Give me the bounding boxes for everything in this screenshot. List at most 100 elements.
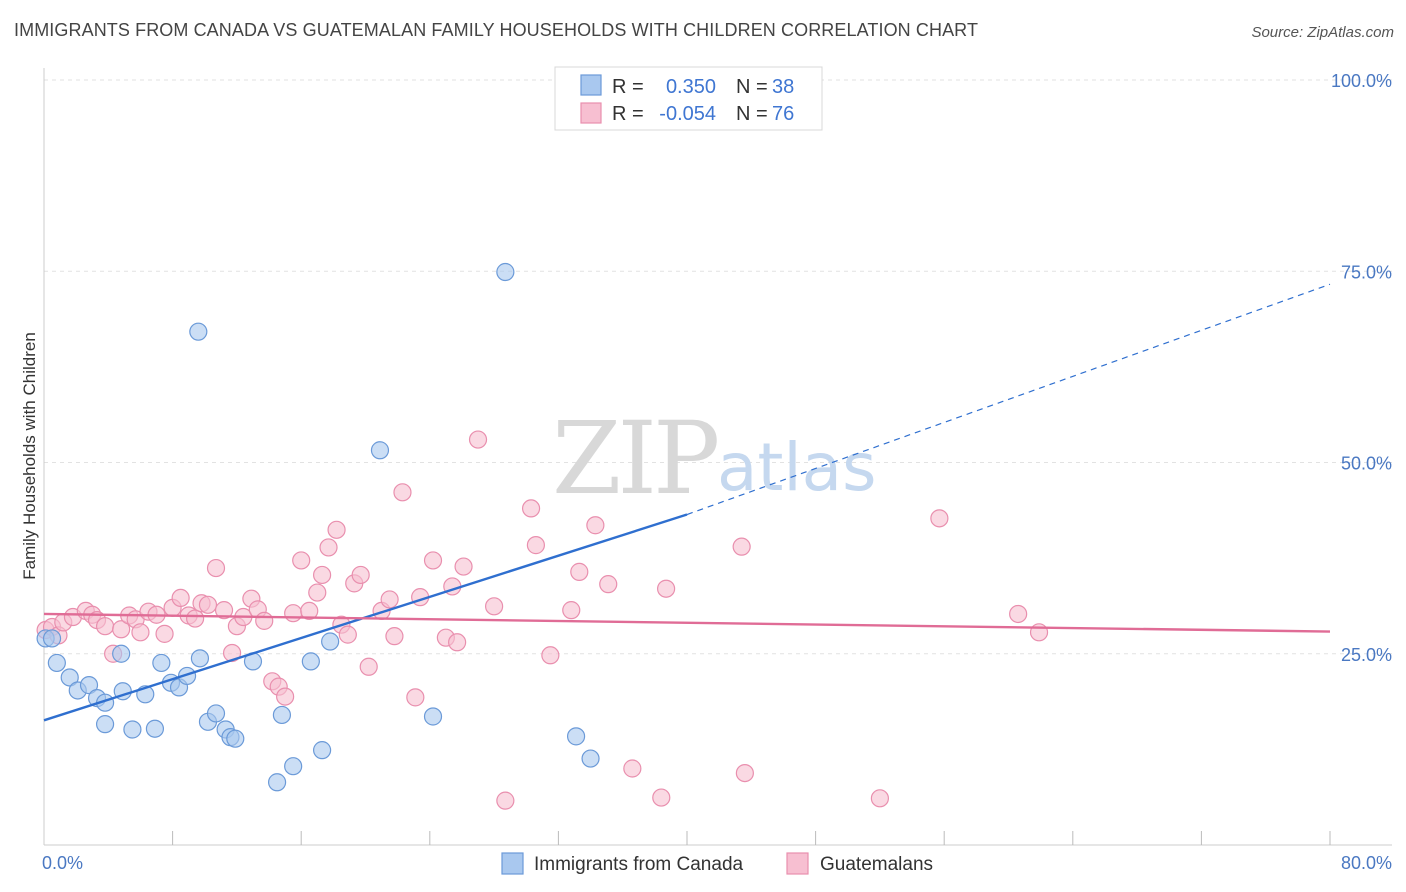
guatemalans-point <box>327 520 346 539</box>
canada-point <box>321 632 340 651</box>
y-tick-label: 75.0% <box>1341 262 1392 282</box>
watermark-zip: ZIP <box>552 400 717 517</box>
canada-point <box>123 720 142 739</box>
canada-point <box>177 666 197 686</box>
guatemalans-point <box>131 623 150 642</box>
canada-point <box>95 715 115 734</box>
series-legend-label-guatemalans: Guatemalans <box>820 854 933 875</box>
guatemalans-point <box>300 601 319 621</box>
guatemalans-point <box>448 633 467 652</box>
series-legend-swatch-guatemalans <box>786 852 809 875</box>
legend-n-value-canada: 38 <box>772 76 794 98</box>
canada-points <box>36 70 600 792</box>
guatemalans-point <box>870 789 890 808</box>
canada-point <box>284 757 303 776</box>
guatemalans-trend-line <box>43 612 1331 633</box>
canada-point <box>60 668 79 687</box>
canada-point <box>226 729 245 748</box>
guatemalans-point <box>1009 604 1028 624</box>
guatemalans-point <box>292 551 311 570</box>
canada-point <box>42 629 62 648</box>
guatemalans-point <box>312 565 332 585</box>
guatemalans-point <box>562 601 581 620</box>
guatemalans-point <box>95 617 115 636</box>
series-legend-label-canada: Immigrants from Canada <box>534 854 744 875</box>
canada-point <box>581 749 600 768</box>
guatemalans-point <box>454 557 473 576</box>
source-credit: Source: ZipAtlas.com <box>1251 24 1394 41</box>
x-tick-label-min: 0.0% <box>42 853 83 873</box>
guatemalans-point <box>112 620 131 639</box>
canada-point <box>145 719 165 738</box>
canada-point <box>301 652 320 671</box>
guatemalans-point <box>308 583 327 602</box>
guatemalans-point <box>338 625 357 644</box>
y-tick-label: 100.0% <box>1331 71 1392 91</box>
canada-point <box>112 644 131 663</box>
canada-point <box>423 707 443 726</box>
guatemalans-point <box>198 595 218 614</box>
y-tick-label: 25.0% <box>1341 645 1392 665</box>
guatemalans-point <box>186 609 205 628</box>
guatemalans-point <box>351 565 370 585</box>
series-legend: Immigrants from Canada Guatemalans <box>501 852 933 875</box>
guatemalans-point <box>385 627 404 646</box>
guatemalans-point <box>468 430 488 449</box>
canada-point <box>206 704 226 723</box>
guatemalans-point <box>521 499 541 518</box>
watermark-atlas: atlas <box>717 429 877 506</box>
guatemalans-point <box>541 646 560 665</box>
guatemalans-point <box>276 687 295 706</box>
canada-point <box>190 649 210 668</box>
canada-trend-extension <box>686 283 1331 516</box>
axes <box>43 68 1392 846</box>
canada-point <box>152 653 171 673</box>
guatemalans-point <box>526 536 545 555</box>
guatemalans-point <box>171 588 190 608</box>
guatemalans-point <box>406 688 425 707</box>
guatemalans-point <box>496 791 515 810</box>
guatemalans-point <box>732 537 751 556</box>
chart-title: IMMIGRANTS FROM CANADA VS GUATEMALAN FAM… <box>14 20 979 40</box>
series-legend-swatch-canada <box>501 852 524 875</box>
legend-r-value-canada: 0.350 <box>666 76 716 98</box>
guatemalans-point <box>319 538 338 557</box>
guatemalans-point <box>284 604 303 623</box>
canada-point <box>189 322 208 341</box>
grid-lines <box>44 79 1392 655</box>
canada-point <box>370 441 390 460</box>
y-axis-label: Family Households with Children <box>20 332 39 580</box>
guatemalans-point <box>423 551 443 570</box>
guatemalans-point <box>735 763 754 783</box>
guatemalans-point <box>214 601 234 620</box>
guatemalans-point <box>930 509 949 528</box>
canada-point <box>312 741 332 760</box>
legend-r-label-canada: R = <box>612 76 644 98</box>
guatemalans-point <box>652 788 671 807</box>
guatemalans-point <box>359 657 378 676</box>
canada-point <box>79 676 99 695</box>
legend-swatch-canada <box>580 74 602 96</box>
guatemalans-point <box>393 483 412 502</box>
guatemalans-point <box>599 575 618 594</box>
canada-point <box>496 262 515 282</box>
canada-point <box>267 773 287 792</box>
guatemalans-point <box>255 611 274 630</box>
legend-r-value-guatemalans: -0.054 <box>659 103 716 125</box>
guatemalans-point <box>485 597 504 616</box>
canada-point <box>272 705 292 725</box>
guatemalans-point <box>155 624 174 643</box>
guatemalans-point <box>623 759 642 778</box>
guatemalans-point <box>380 590 399 609</box>
trend-lines <box>43 283 1331 722</box>
canada-point <box>47 653 66 673</box>
canada-point <box>566 727 586 746</box>
y-tick-label: 50.0% <box>1341 454 1392 474</box>
guatemalans-point <box>222 643 242 663</box>
guatemalans-point <box>586 516 605 535</box>
tick-labels: 100.0% 75.0% 50.0% 25.0% 0.0% 80.0% <box>42 71 1392 873</box>
guatemalans-point <box>206 558 226 578</box>
legend-r-label-guatemalans: R = <box>612 103 644 125</box>
legend-n-label-canada: N = <box>736 76 768 98</box>
